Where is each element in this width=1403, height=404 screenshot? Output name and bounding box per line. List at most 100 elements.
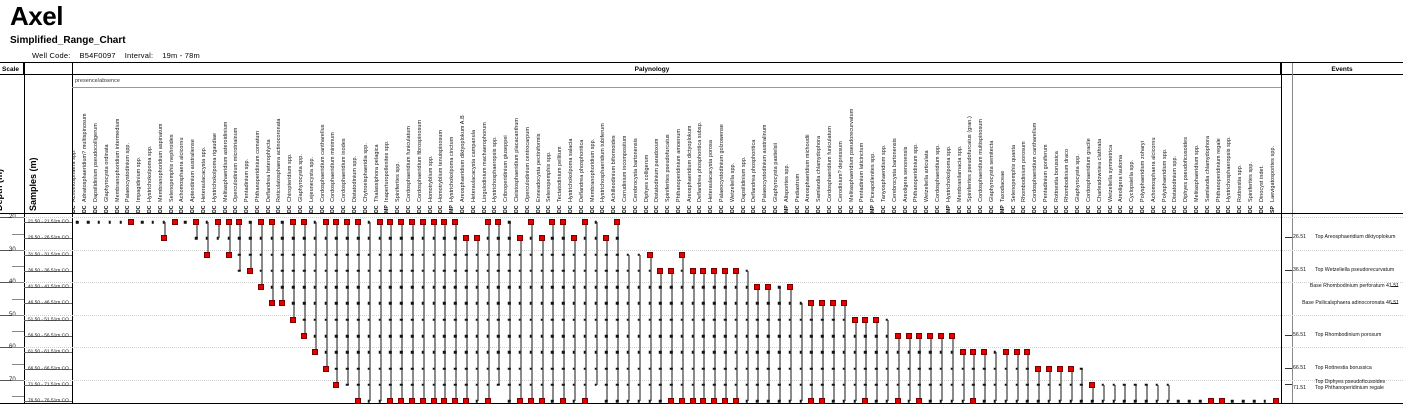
occurrence-abundant-marker[interactable] [333, 219, 340, 226]
occurrence-present-marker[interactable] [669, 318, 673, 321]
taxon-column[interactable]: Heteraulacacysta campanula DC [471, 75, 482, 213]
occurrence-present-marker[interactable] [507, 334, 511, 338]
occurrence-present-marker[interactable] [713, 318, 716, 321]
taxon-column[interactable]: Cordosphaeridium gracile DC [1086, 75, 1098, 213]
occurrence-present-marker[interactable] [561, 351, 565, 354]
occurrence-present-marker[interactable] [367, 285, 371, 289]
occurrence-present-marker[interactable] [680, 318, 684, 321]
occurrence-present-marker[interactable] [659, 285, 662, 289]
occurrence-present-marker[interactable] [767, 302, 770, 305]
occurrence-present-marker[interactable] [464, 351, 468, 354]
occurrence-abundant-marker[interactable] [1035, 365, 1042, 372]
event-row[interactable]: 66.51 Top Rottnestia borussica [1293, 365, 1372, 372]
occurrence-present-marker[interactable] [378, 367, 381, 370]
occurrence-present-marker[interactable] [97, 220, 101, 224]
occurrence-abundant-marker[interactable] [754, 284, 761, 291]
occurrence-present-marker[interactable] [399, 367, 403, 370]
occurrence-abundant-marker[interactable] [830, 300, 837, 307]
occurrence-present-marker[interactable] [324, 237, 327, 240]
taxon-column[interactable]: Distatodinium spp. DC [352, 75, 364, 213]
occurrence-present-marker[interactable] [367, 253, 371, 256]
occurrence-present-marker[interactable] [583, 237, 586, 240]
taxon-column[interactable]: Deflandrea phosphoritica DC [579, 75, 590, 213]
occurrence-present-marker[interactable] [648, 302, 651, 305]
occurrence-present-marker[interactable] [432, 285, 435, 289]
occurrence-present-marker[interactable] [972, 383, 975, 387]
occurrence-present-marker[interactable] [421, 383, 425, 387]
occurrence-present-marker[interactable] [1112, 383, 1115, 387]
taxon-column[interactable]: Glaphyrocysta pastielsii DC [773, 75, 785, 213]
occurrence-present-marker[interactable] [507, 285, 511, 289]
occurrence-present-marker[interactable] [346, 351, 349, 354]
occurrence-abundant-marker[interactable] [160, 235, 167, 242]
sample-label[interactable]: 66.50 - 66.51m CO [28, 366, 69, 372]
occurrence-present-marker[interactable] [680, 367, 684, 370]
occurrence-present-marker[interactable] [205, 237, 209, 240]
occurrence-present-marker[interactable] [270, 269, 273, 273]
occurrence-present-marker[interactable] [292, 253, 295, 256]
occurrence-present-marker[interactable] [346, 367, 349, 370]
occurrence-present-marker[interactable] [626, 383, 630, 387]
occurrence-present-marker[interactable] [1144, 383, 1148, 387]
occurrence-present-marker[interactable] [475, 383, 479, 387]
occurrence-present-marker[interactable] [399, 302, 403, 305]
occurrence-present-marker[interactable] [399, 351, 403, 354]
occurrence-abundant-marker[interactable] [322, 219, 329, 226]
event-row[interactable]: 26.51 Top Areosphaeridium diktyoplokum [1293, 234, 1395, 241]
occurrence-present-marker[interactable] [346, 269, 349, 273]
occurrence-present-marker[interactable] [507, 351, 511, 354]
occurrence-present-marker[interactable] [378, 318, 381, 321]
occurrence-present-marker[interactable] [1090, 399, 1094, 403]
occurrence-present-marker[interactable] [864, 383, 867, 387]
occurrence-present-marker[interactable] [270, 285, 273, 289]
taxon-column[interactable]: Cordosphaeridium funiculatum DC [827, 75, 839, 213]
occurrence-present-marker[interactable] [464, 367, 468, 370]
occurrence-present-marker[interactable] [874, 399, 878, 403]
occurrence-present-marker[interactable] [453, 334, 457, 338]
occurrence-present-marker[interactable] [507, 318, 511, 321]
occurrence-present-marker[interactable] [777, 383, 781, 387]
occurrence-present-marker[interactable] [238, 237, 241, 240]
occurrence-present-marker[interactable] [659, 334, 662, 338]
occurrence-present-marker[interactable] [119, 220, 122, 224]
occurrence-present-marker[interactable] [356, 302, 360, 305]
occurrence-abundant-marker[interactable] [1207, 398, 1214, 404]
occurrence-abundant-marker[interactable] [570, 235, 577, 242]
occurrence-abundant-marker[interactable] [668, 267, 675, 274]
occurrence-present-marker[interactable] [993, 399, 997, 403]
occurrence-present-marker[interactable] [346, 253, 349, 256]
occurrence-present-marker[interactable] [950, 399, 953, 403]
occurrence-present-marker[interactable] [669, 302, 673, 305]
occurrence-present-marker[interactable] [453, 351, 457, 354]
occurrence-abundant-marker[interactable] [527, 219, 534, 226]
occurrence-present-marker[interactable] [767, 351, 770, 354]
occurrence-present-marker[interactable] [572, 367, 576, 370]
occurrence-present-marker[interactable] [810, 318, 813, 321]
occurrence-abundant-marker[interactable] [1056, 365, 1063, 372]
occurrence-present-marker[interactable] [669, 285, 673, 289]
occurrence-present-marker[interactable] [1080, 399, 1083, 403]
occurrence-present-marker[interactable] [367, 383, 371, 387]
occurrence-present-marker[interactable] [453, 302, 457, 305]
occurrence-present-marker[interactable] [594, 367, 597, 370]
occurrence-present-marker[interactable] [421, 253, 425, 256]
occurrence-present-marker[interactable] [378, 383, 381, 387]
occurrence-abundant-marker[interactable] [819, 300, 826, 307]
occurrence-abundant-marker[interactable] [732, 267, 739, 274]
occurrence-abundant-marker[interactable] [452, 219, 459, 226]
occurrence-present-marker[interactable] [713, 383, 716, 387]
occurrence-present-marker[interactable] [799, 318, 802, 321]
occurrence-abundant-marker[interactable] [516, 235, 523, 242]
occurrence-abundant-marker[interactable] [225, 251, 232, 258]
occurrence-present-marker[interactable] [745, 399, 748, 403]
occurrence-present-marker[interactable] [356, 318, 360, 321]
occurrence-present-marker[interactable] [551, 351, 554, 354]
occurrence-present-marker[interactable] [108, 220, 112, 224]
taxon-column[interactable]: Cordosphaeridium cantharellum DC [1032, 75, 1044, 213]
occurrence-present-marker[interactable] [756, 367, 759, 370]
occurrence-present-marker[interactable] [594, 220, 597, 224]
occurrence-present-marker[interactable] [972, 367, 975, 370]
occurrence-abundant-marker[interactable] [765, 284, 772, 291]
occurrence-present-marker[interactable] [1004, 399, 1007, 403]
taxon-column[interactable]: Hystrichokolpoma rigaudiae DC [212, 75, 223, 213]
